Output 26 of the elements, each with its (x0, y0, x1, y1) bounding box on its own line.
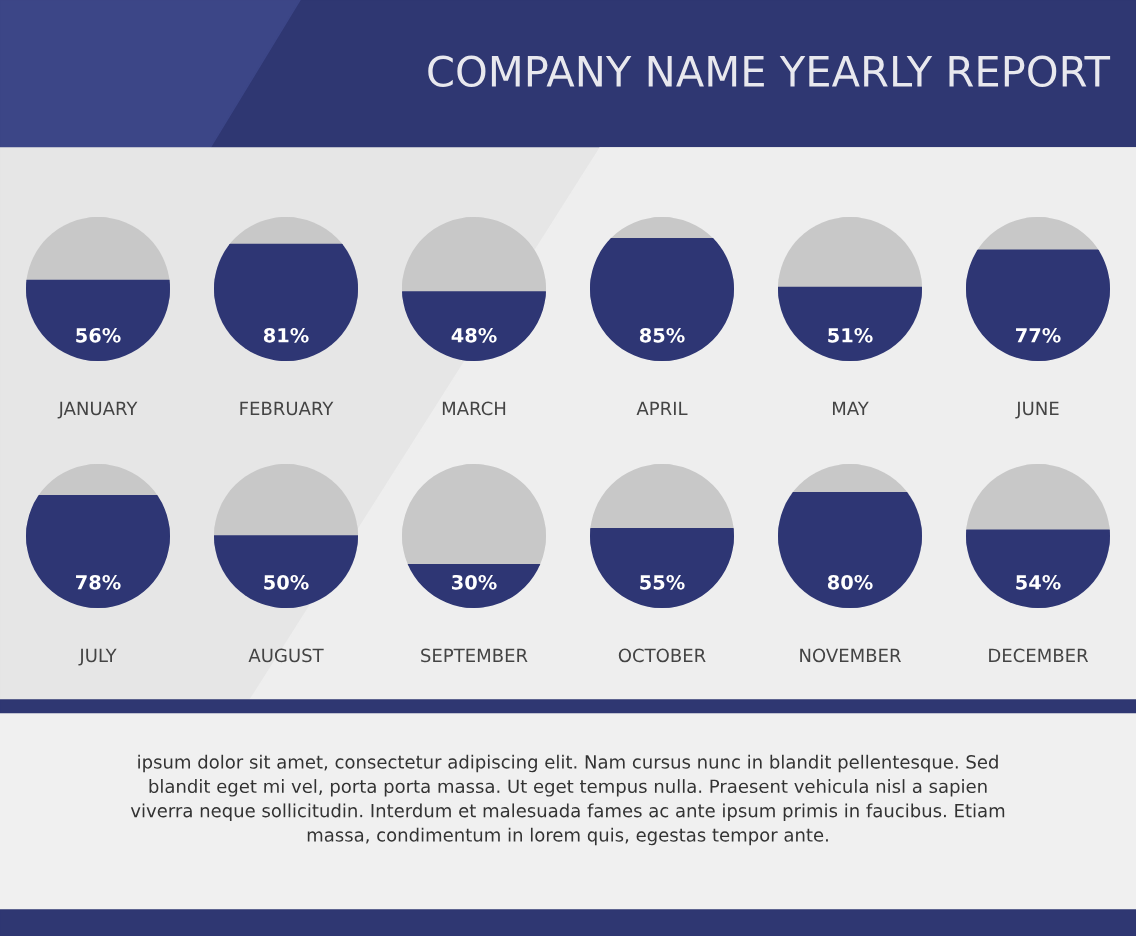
text: COMPANY NAME YEARLY REPORT (428, 55, 1111, 88)
data-label: 77% (1016, 327, 1061, 343)
category-label: JUNE (1015, 401, 1059, 419)
category-label: JANUARY (57, 401, 138, 419)
data-label: 78% (76, 574, 121, 590)
data-label: 50% (264, 574, 309, 590)
data-label: 51% (828, 327, 873, 343)
text: ipsum dolor sit amet, consectetur adipiscing elit. Nam cursus nunc in blandit pellentesque. Sed blandit eget mi vel, porta porta massa. Ut eget tempus nulla. Praesent vehicula nisl a sapien viverra neque sollicitudin. Interdum et malesuada fames ac ante ipsum primis in faucibus. Etiam massa, condimentum in lorem quis, egestas tempor ante. (130, 754, 1005, 846)
category-label: FEBRUARY (240, 401, 334, 416)
category-label: APRIL (636, 401, 688, 415)
data-label: 55% (640, 574, 685, 590)
data-label: 56% (76, 327, 121, 343)
data-label: 48% (451, 327, 497, 343)
category-label: MARCH (442, 401, 506, 416)
category-label: JULY (78, 648, 117, 666)
category-label: SEPTEMBER (421, 648, 528, 663)
data-label: 81% (263, 327, 309, 343)
category-label: DECEMBER (989, 648, 1089, 663)
category-label: AUGUST (248, 648, 324, 663)
category-label: MAY (832, 401, 869, 415)
data-label: 30% (452, 574, 497, 590)
category-label: OCTOBER (618, 648, 706, 663)
category-label: NOVEMBER (800, 648, 902, 663)
data-label: 85% (639, 327, 685, 343)
data-label: 54% (1016, 574, 1061, 590)
data-label: 80% (827, 574, 873, 590)
